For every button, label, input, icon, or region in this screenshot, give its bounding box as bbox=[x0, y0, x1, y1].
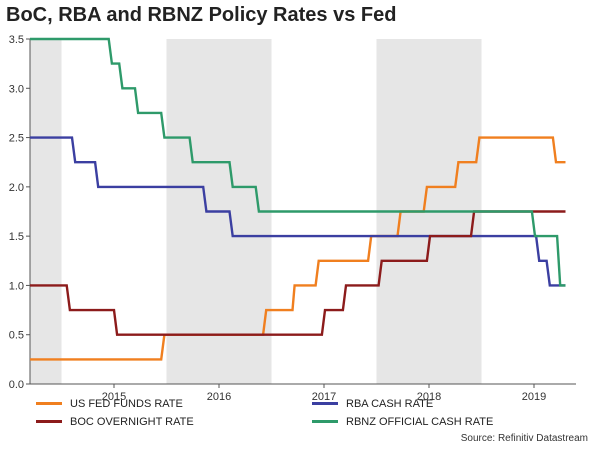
series-line-fed-funds bbox=[30, 136, 566, 361]
x-ticks: 2015 2016 2017 2018 2019 bbox=[102, 384, 546, 403]
legend-swatch-fed bbox=[36, 401, 62, 405]
series-line-rba-cash bbox=[30, 136, 566, 287]
source-note: Source: Refinitiv Datastream bbox=[460, 433, 588, 444]
y-tick-label: 1.0 bbox=[9, 280, 24, 292]
x-tick-label: 2019 bbox=[522, 391, 546, 403]
y-tick-label: 0.5 bbox=[9, 330, 24, 342]
y-tick-label: 2.5 bbox=[9, 133, 24, 145]
chart-title: BoC, RBA and RBNZ Policy Rates vs Fed bbox=[6, 4, 397, 26]
x-tick-label: 2015 bbox=[102, 391, 126, 403]
y-tick-label: 1.5 bbox=[9, 231, 24, 243]
x-tick-label: 2017 bbox=[312, 391, 336, 403]
legend-label-rba: RBA CASH RATE bbox=[346, 398, 434, 410]
series-lines bbox=[30, 37, 566, 361]
legend-label-boc: BOC OVERNIGHT RATE bbox=[70, 416, 194, 428]
legend-label-fed: US FED FUNDS RATE bbox=[70, 398, 183, 410]
series-line-rbnz-ocr bbox=[30, 37, 566, 287]
legend-swatch-boc bbox=[36, 419, 62, 423]
legend-label-rbnz: RBNZ OFFICIAL CASH RATE bbox=[346, 416, 494, 428]
y-tick-label: 2.0 bbox=[9, 182, 24, 194]
series-line-boc-overnight bbox=[30, 210, 566, 336]
legend-swatch-rbnz bbox=[312, 419, 338, 423]
legend-item-rbnz: RBNZ OFFICIAL CASH RATE bbox=[312, 415, 493, 429]
legend-item-fed: US FED FUNDS RATE bbox=[36, 397, 183, 411]
y-tick-label: 3.5 bbox=[9, 34, 24, 46]
y-ticks: 0.0 0.5 1.0 1.5 2.0 2.5 3.0 3.5 bbox=[9, 34, 30, 391]
legend-swatch-rba bbox=[312, 401, 338, 405]
shaded-period-1 bbox=[30, 39, 62, 384]
legend-item-rba: RBA CASH RATE bbox=[312, 397, 433, 411]
y-tick-label: 3.0 bbox=[9, 83, 24, 95]
y-tick-label: 0.0 bbox=[9, 379, 24, 391]
x-tick-label: 2016 bbox=[207, 391, 231, 403]
x-tick-label: 2018 bbox=[417, 391, 441, 403]
legend-item-boc: BOC OVERNIGHT RATE bbox=[36, 415, 194, 429]
